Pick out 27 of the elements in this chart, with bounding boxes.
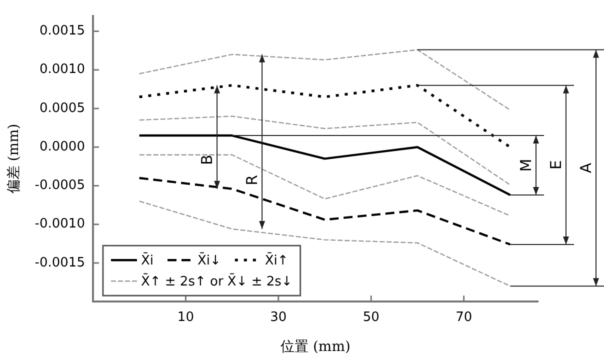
- x-tick-label: 70: [456, 310, 472, 325]
- x-axis-title: 位置 (mm): [280, 339, 350, 356]
- y-axis-title: 偏差 (mm): [6, 124, 22, 194]
- y-tick-label: 0.0000: [39, 139, 85, 154]
- y-tick-label: -0.0015: [34, 255, 85, 270]
- legend-label: X̄i: [140, 252, 154, 268]
- text: E: [547, 160, 565, 170]
- x-tick-label: 50: [362, 310, 380, 325]
- x-tick-label: 10: [177, 310, 194, 325]
- line-series: [138, 200, 511, 287]
- x-tick-label: 30: [270, 310, 287, 325]
- line-series: [138, 49, 511, 111]
- line-series: [138, 154, 511, 216]
- legend-label: X̄↑ ± 2s↑ or X̄↓ ± 2s↓: [140, 273, 292, 290]
- annotation: B: [198, 154, 216, 165]
- legend-label: X̄i↑: [264, 252, 288, 268]
- line-series: [138, 176, 512, 246]
- annotation: R: [243, 174, 262, 186]
- y-tick-label: -0.0010: [34, 216, 85, 232]
- y-tick-label: 0.0010: [39, 62, 85, 78]
- y-tick-label: 0.0005: [39, 100, 85, 116]
- line-series: [138, 116, 511, 186]
- annotation: M: [517, 158, 535, 172]
- text: A: [577, 162, 595, 174]
- legend-label: X̄i↓: [197, 252, 221, 268]
- y-tick-label: 0.0015: [39, 24, 85, 39]
- y-tick-label: -0.0005: [34, 178, 85, 194]
